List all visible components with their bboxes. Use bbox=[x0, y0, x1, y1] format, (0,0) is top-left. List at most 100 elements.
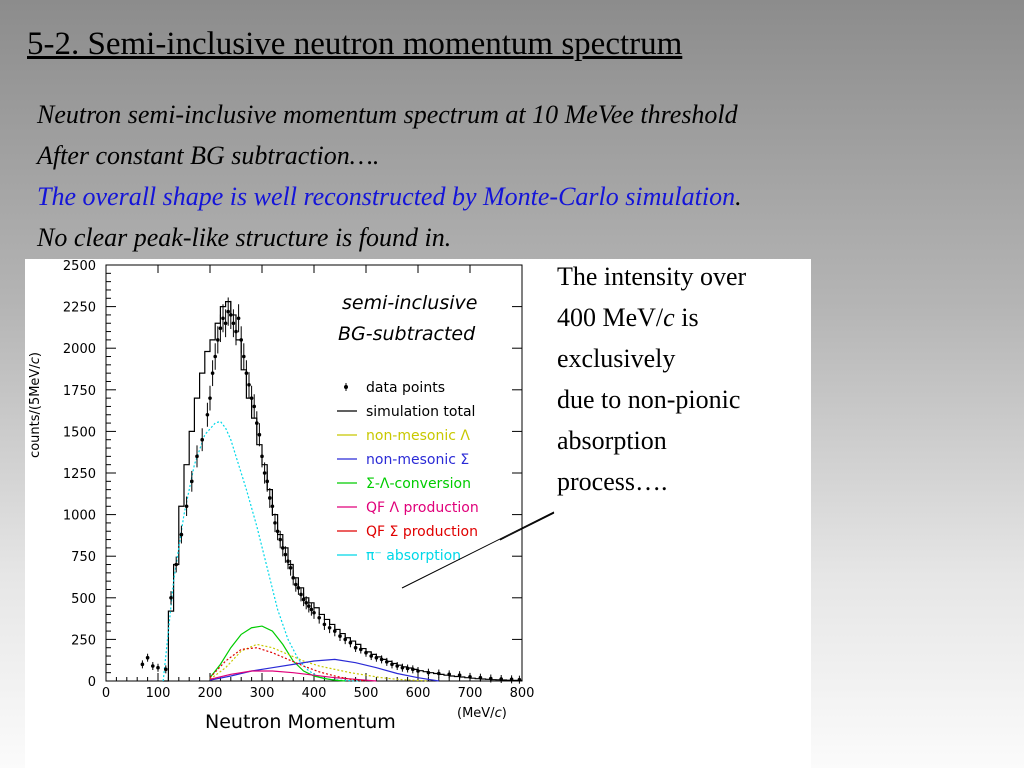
data-point bbox=[205, 412, 210, 417]
legend-label: simulation total bbox=[366, 404, 475, 420]
data-point bbox=[333, 629, 337, 633]
data-point bbox=[275, 529, 280, 534]
data-point bbox=[244, 371, 249, 375]
data-point bbox=[223, 321, 228, 326]
data-point bbox=[411, 667, 415, 672]
x-tick-label: 800 bbox=[510, 686, 535, 701]
y-tick-label: 2500 bbox=[63, 259, 96, 274]
data-point bbox=[447, 672, 452, 677]
data-point bbox=[270, 504, 275, 509]
legend-marker bbox=[344, 385, 348, 389]
data-point bbox=[291, 576, 296, 580]
data-point bbox=[322, 622, 327, 627]
y-tick-label: 1750 bbox=[63, 384, 96, 399]
x-tick-label: 300 bbox=[250, 686, 275, 701]
data-point bbox=[247, 383, 251, 387]
data-point bbox=[395, 664, 400, 668]
plot-background bbox=[25, 259, 811, 768]
y-tick-label: 1500 bbox=[63, 425, 96, 440]
y-tick-label: 500 bbox=[71, 592, 96, 607]
data-point bbox=[478, 675, 483, 680]
data-point bbox=[359, 647, 363, 652]
data-point bbox=[268, 496, 272, 500]
x-tick-label: 200 bbox=[198, 686, 223, 701]
legend-label: data points bbox=[366, 380, 445, 396]
data-point bbox=[278, 537, 282, 542]
series--conversion bbox=[209, 625, 346, 682]
x-axis-unit: (MeV/c) bbox=[457, 706, 507, 721]
data-point bbox=[221, 316, 225, 321]
data-point bbox=[200, 437, 204, 442]
side-note-line-6: process…. bbox=[557, 467, 668, 496]
data-point bbox=[364, 650, 368, 655]
data-point bbox=[218, 326, 223, 331]
intro-line-3-period: . bbox=[735, 182, 742, 211]
data-point bbox=[169, 596, 173, 600]
data-point bbox=[385, 660, 389, 664]
series--absorption bbox=[162, 420, 361, 682]
data-point bbox=[156, 665, 160, 670]
data-point bbox=[283, 552, 288, 557]
data-point bbox=[229, 313, 233, 317]
data-point bbox=[317, 615, 322, 620]
side-note-line-3: exclusively bbox=[557, 344, 676, 373]
series-simulation-total bbox=[163, 301, 523, 682]
data-point bbox=[489, 676, 493, 681]
data-point bbox=[437, 671, 441, 676]
x-tick-label: 100 bbox=[146, 686, 171, 701]
side-note-line-1: The intensity over bbox=[557, 262, 747, 291]
x-tick-label: 400 bbox=[302, 686, 327, 701]
y-tick-label: 250 bbox=[71, 633, 96, 648]
data-point bbox=[338, 634, 342, 638]
y-tick-label: 1250 bbox=[63, 467, 96, 482]
data-point bbox=[288, 566, 293, 570]
legend-label: QF Λ production bbox=[366, 500, 479, 516]
data-point bbox=[265, 479, 269, 484]
y-tick-label: 0 bbox=[88, 675, 96, 690]
x-tick-label: 0 bbox=[102, 686, 110, 701]
chart-annotation-2: BG-subtracted bbox=[338, 323, 476, 345]
data-point bbox=[312, 610, 316, 615]
data-point bbox=[304, 600, 309, 605]
data-point bbox=[374, 655, 379, 660]
data-point bbox=[184, 504, 189, 509]
data-point bbox=[353, 645, 358, 650]
slide-title: 5-2. Semi-inclusive neutron momentum spe… bbox=[27, 26, 683, 62]
x-tick-label: 700 bbox=[458, 686, 483, 701]
x-axis-label: Neutron Momentum bbox=[205, 711, 396, 733]
chart-annotation-1: semi-inclusive bbox=[342, 292, 477, 314]
data-point bbox=[307, 604, 311, 608]
intro-line-2: After constant BG subtraction…. bbox=[37, 141, 380, 170]
data-point bbox=[400, 665, 405, 670]
spectrum-chart: 0 100 200 300 400 500 600 700 800 0 250 500 750 1000 1… bbox=[28, 259, 555, 733]
data-point bbox=[179, 532, 184, 537]
y-tick-label: 750 bbox=[71, 550, 96, 565]
data-point bbox=[216, 338, 220, 342]
data-point bbox=[210, 371, 215, 375]
legend-label: QF Σ production bbox=[366, 524, 478, 540]
x-tick-label: 500 bbox=[354, 686, 379, 701]
side-note-line-2: 400 MeV/c is bbox=[557, 303, 699, 332]
legend-label: non-mesonic Λ bbox=[366, 428, 470, 444]
data-point bbox=[226, 309, 230, 314]
chart-axes: 0 100 200 300 400 500 600 700 800 0 250 500 750 1000 1… bbox=[63, 259, 535, 701]
data-point bbox=[273, 521, 277, 525]
legend-label: π⁻ absorption bbox=[366, 548, 461, 564]
data-point bbox=[164, 667, 168, 672]
data-point bbox=[296, 586, 301, 590]
data-point bbox=[416, 669, 420, 673]
data-point bbox=[426, 670, 431, 675]
data-point bbox=[190, 479, 194, 484]
data-point bbox=[299, 592, 303, 597]
side-note-line-5: absorption bbox=[557, 426, 667, 455]
data-point bbox=[457, 673, 462, 677]
data-point bbox=[379, 657, 384, 662]
side-note-line-4: due to non-pionic bbox=[557, 385, 741, 414]
data-point bbox=[257, 432, 262, 437]
y-axis-label: counts/(5MeV/c) bbox=[28, 352, 43, 458]
legend-label: Σ-Λ-conversion bbox=[366, 476, 471, 492]
y-tick-label: 2000 bbox=[63, 342, 96, 357]
data-point bbox=[405, 666, 410, 671]
data-point bbox=[234, 329, 238, 334]
data-point bbox=[252, 404, 256, 409]
